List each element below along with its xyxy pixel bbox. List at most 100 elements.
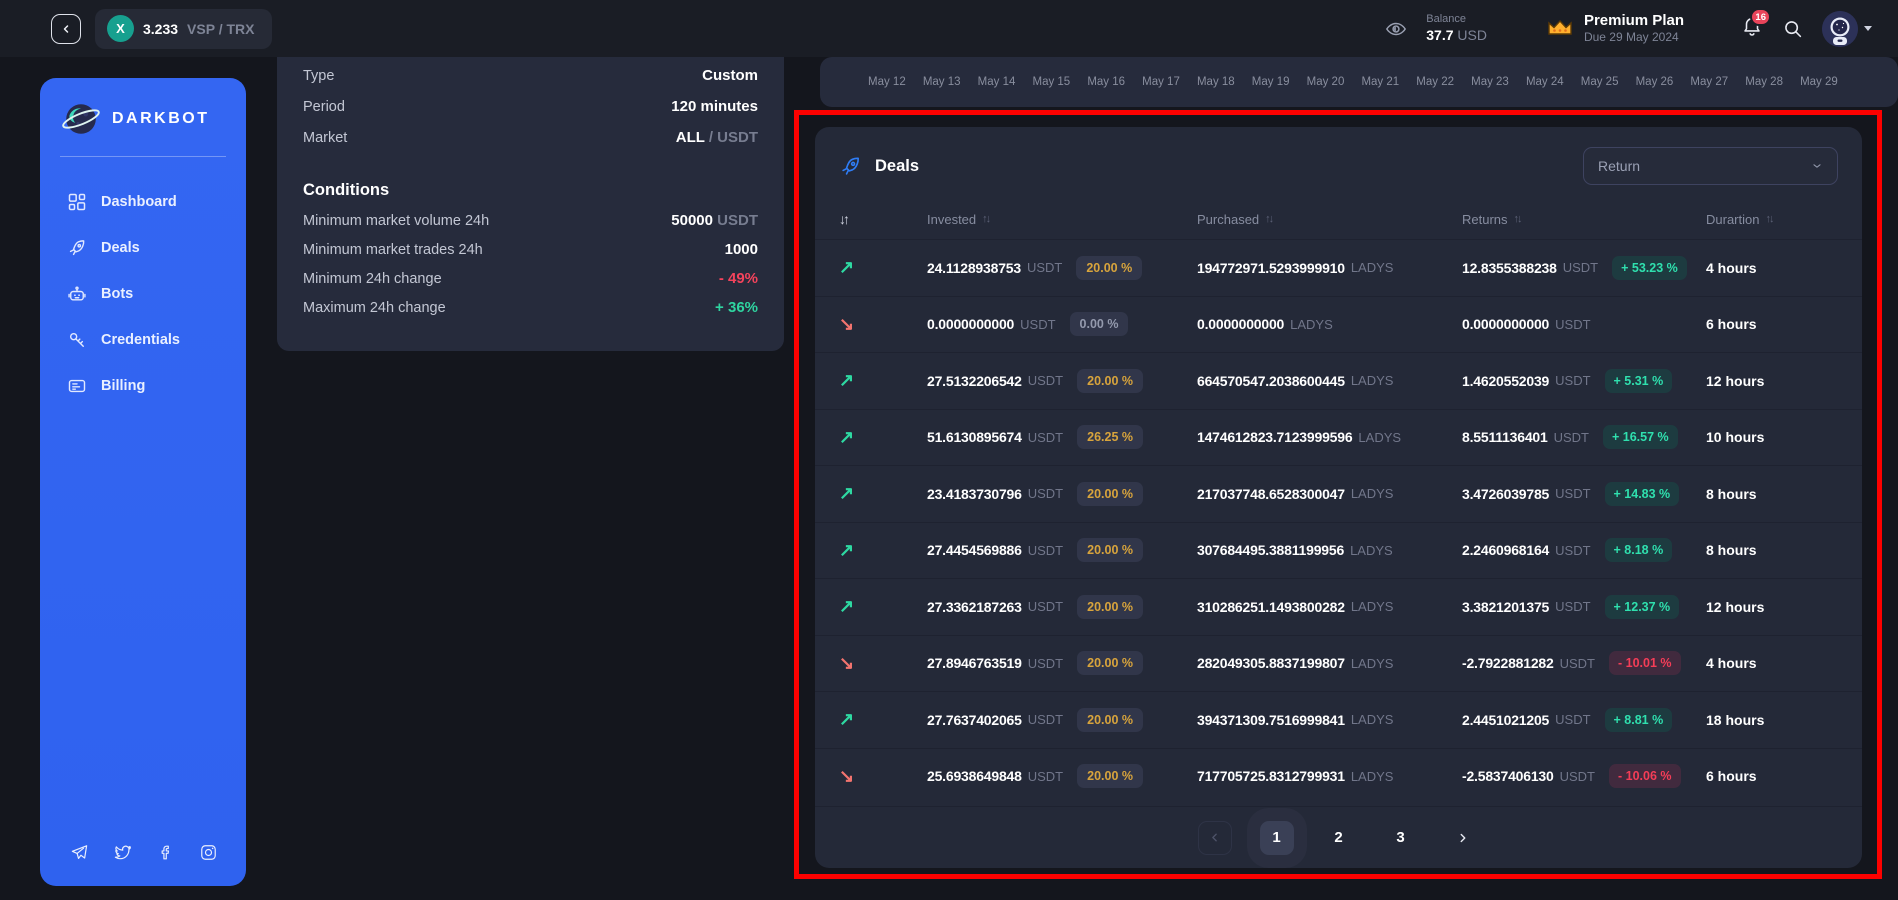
purchased-cell: 0.0000000000 LADYS (1197, 316, 1462, 332)
sidebar-item-billing[interactable]: Billing (40, 363, 246, 409)
returns-cell: 12.8355388238 USDT + 53.23 % (1462, 255, 1706, 280)
duration-value: 18 hours (1706, 711, 1765, 728)
purchased-cell: 307684495.3881199956 LADYS (1197, 542, 1462, 558)
deals-table-body: ↗ 24.1128938753 USDT 20.00 % 194772971.52939… (815, 239, 1862, 804)
column-header-purchased[interactable]: Purchased ↑↓ (1197, 212, 1462, 227)
returns-change-badge: + 14.83 % (1604, 481, 1680, 506)
billing-icon (67, 376, 87, 396)
sidebar-item-dashboard[interactable]: Dashboard (40, 179, 246, 225)
sort-icon[interactable]: ↓↑ (839, 211, 850, 227)
purchased-unit: LADYS (1350, 260, 1394, 276)
invested-percent-badge: 20.00 % (1077, 651, 1143, 676)
instagram-icon[interactable] (199, 843, 218, 862)
return-filter-select[interactable]: Return (1583, 147, 1838, 185)
condition-label: Minimum market volume 24h (303, 213, 490, 229)
condition-label: Maximum 24h change (303, 300, 446, 316)
date-tick-label: May 21 (1361, 76, 1400, 88)
sidebar-item-deals[interactable]: Deals (40, 225, 246, 271)
setting-label: Period (303, 99, 345, 115)
pagination-page-1[interactable]: 1 (1259, 820, 1294, 855)
pagination-next-button[interactable] (1446, 821, 1480, 855)
returns-change-badge: - 10.01 % (1609, 651, 1681, 676)
condition-unit: USDT (713, 212, 758, 229)
invested-unit: USDT (1027, 655, 1064, 671)
column-header-invested[interactable]: Invested ↑↓ (927, 212, 1197, 227)
column-header-duration[interactable]: Durartion ↑↓ (1706, 212, 1838, 227)
returns-value: -2.5837406130 (1462, 768, 1554, 785)
pair-symbols: VSP / TRX (187, 20, 255, 37)
search-button[interactable] (1782, 18, 1803, 39)
invested-unit: USDT (1027, 768, 1064, 784)
table-row[interactable]: ↗ 24.1128938753 USDT 20.00 % 194772971.52939… (815, 239, 1862, 296)
returns-value: 1.4620552039 (1462, 372, 1550, 389)
purchased-value: 310286251.1493800282 (1197, 598, 1345, 615)
returns-value: 3.4726039785 (1462, 485, 1550, 502)
twitter-icon[interactable] (113, 843, 132, 862)
column-header-label: Invested (927, 211, 977, 227)
invested-cell: 27.3362187263 USDT 20.00 % (927, 594, 1197, 619)
invested-percent-badge: 26.25 % (1077, 425, 1143, 450)
purchased-value: 394371309.7516999841 (1197, 711, 1345, 728)
logo-text: DARKBOT (112, 110, 210, 127)
notifications-button[interactable]: 16 (1741, 8, 1771, 42)
invested-cell: 51.6130895674 USDT 26.25 % (927, 425, 1197, 450)
invested-value: 23.4183730796 (927, 485, 1022, 502)
purchased-value: 664570547.2038600445 (1197, 372, 1345, 389)
purchased-cell: 194772971.5293999910 LADYS (1197, 260, 1462, 276)
returns-unit: USDT (1553, 429, 1589, 445)
pagination-page-3[interactable]: 3 (1396, 829, 1405, 846)
user-menu[interactable] (1822, 10, 1872, 47)
table-row[interactable]: ↗ 23.4183730796 USDT 20.00 % 217037748.65283… (815, 465, 1862, 522)
chevron-down-icon (1813, 164, 1821, 168)
returns-change-badge: + 16.57 % (1602, 425, 1678, 450)
table-row[interactable]: ↗ 27.7637402065 USDT 20.00 % 394371309.75169… (815, 691, 1862, 748)
logo[interactable]: DARKBOT (40, 98, 246, 140)
sidebar-item-credentials[interactable]: Credentials (40, 317, 246, 363)
returns-value: 2.4451021205 (1462, 711, 1550, 728)
invested-unit: USDT (1026, 260, 1063, 276)
facebook-icon[interactable] (156, 843, 175, 862)
pagination-prev-button[interactable] (1197, 820, 1232, 855)
condition-label: Minimum market trades 24h (303, 242, 483, 258)
returns-change-badge: + 12.37 % (1604, 594, 1680, 619)
trading-pair-badge[interactable]: X 3.233 VSP / TRX (95, 8, 273, 49)
table-row[interactable]: ↘ 0.0000000000 USDT 0.00 % 0.0000000000 LADYS… (815, 295, 1862, 353)
invested-cell: 27.8946763519 USDT 20.00 % (927, 651, 1197, 676)
column-header-returns[interactable]: Returns ↑↓ (1462, 212, 1706, 227)
back-button[interactable] (51, 13, 81, 44)
table-row[interactable]: ↘ 27.8946763519 USDT 20.00 % 282049305.88371… (815, 634, 1862, 692)
purchased-value: 282049305.8837199807 (1197, 655, 1345, 672)
date-tick-label: May 29 (1800, 76, 1838, 88)
trend-up-icon: ↗ (839, 257, 855, 278)
invested-cell: 27.7637402065 USDT 20.00 % (927, 707, 1197, 732)
purchased-cell: 664570547.2038600445 LADYS (1197, 373, 1462, 389)
table-row[interactable]: ↘ 25.6938649848 USDT 20.00 % 717705725.83127… (815, 747, 1862, 805)
purchased-value: 217037748.6528300047 (1197, 485, 1345, 502)
sidebar-item-bots[interactable]: Bots (40, 271, 246, 317)
sidebar: DARKBOT Dashboard Deals Bots Credentials Bil… (40, 78, 246, 886)
plan-block[interactable]: Premium Plan Due 29 May 2024 (1546, 12, 1684, 46)
purchased-value: 194772971.5293999910 (1197, 259, 1345, 276)
returns-cell: 1.4620552039 USDT + 5.31 % (1462, 368, 1706, 393)
invested-unit: USDT (1020, 316, 1056, 332)
invested-value: 24.1128938753 (927, 259, 1021, 276)
balance-visibility-toggle[interactable] (1385, 18, 1407, 40)
duration-value: 6 hours (1706, 768, 1757, 785)
table-row[interactable]: ↗ 27.5132206542 USDT 20.00 % 664570547.20386… (815, 352, 1862, 409)
trend-up-icon: ↗ (839, 426, 855, 447)
trend-up-icon: ↗ (839, 539, 855, 560)
table-row[interactable]: ↗ 27.3362187263 USDT 20.00 % 310286251.14938… (815, 578, 1862, 635)
invested-value: 27.8946763519 (927, 655, 1022, 672)
pagination-page-2[interactable]: 2 (1334, 829, 1343, 846)
purchased-cell: 394371309.7516999841 LADYS (1197, 712, 1462, 728)
telegram-icon[interactable] (70, 843, 89, 862)
invested-cell: 27.4454569886 USDT 20.00 % (927, 538, 1197, 563)
purchased-unit: LADYS (1358, 429, 1402, 445)
table-row[interactable]: ↗ 27.4454569886 USDT 20.00 % 307684495.38811… (815, 521, 1862, 579)
purchased-cell: 217037748.6528300047 LADYS (1197, 486, 1462, 502)
dashboard-icon (67, 192, 87, 212)
sort-arrows-icon: ↑↓ (1513, 213, 1523, 225)
table-row[interactable]: ↗ 51.6130895674 USDT 26.25 % 1474612823.7123… (815, 408, 1862, 466)
purchased-value: 1474612823.7123999596 (1197, 429, 1353, 446)
column-header-label: Durartion (1706, 211, 1760, 227)
